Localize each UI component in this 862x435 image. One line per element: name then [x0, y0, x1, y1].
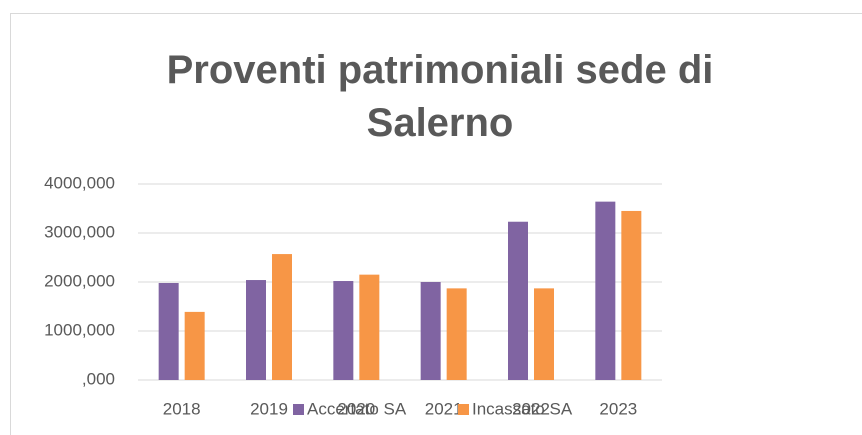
legend-swatch	[293, 404, 304, 415]
bar	[272, 254, 292, 380]
bar	[333, 281, 354, 380]
legend-label: Accertato SA	[307, 399, 407, 418]
y-tick-label: 3000,000	[44, 222, 115, 241]
bar	[158, 282, 179, 380]
bar	[621, 210, 642, 380]
x-tick-label: 2020	[337, 399, 375, 418]
legend-label: Incassato SA	[472, 399, 573, 418]
legend-swatch	[458, 404, 469, 415]
bar	[534, 288, 554, 380]
bar	[508, 221, 528, 380]
bar	[359, 274, 380, 380]
bar	[246, 280, 266, 380]
bar	[184, 311, 205, 380]
x-tick-label: 2022	[512, 399, 550, 418]
bar	[595, 201, 616, 380]
y-tick-label: 1000,000	[44, 320, 115, 339]
y-tick-label: 4000,000	[44, 173, 115, 192]
bar	[420, 282, 441, 380]
y-tick-label: 2000,000	[44, 271, 115, 290]
x-tick-label: 2023	[599, 399, 637, 418]
bar	[446, 288, 467, 380]
x-tick-label: 2018	[163, 399, 201, 418]
y-tick-label: ,000	[82, 369, 115, 388]
chart-title: Proventi patrimoniali sede di Salerno	[167, 48, 714, 145]
x-tick-label: 2019	[250, 399, 288, 418]
x-tick-label: 2021	[425, 399, 463, 418]
